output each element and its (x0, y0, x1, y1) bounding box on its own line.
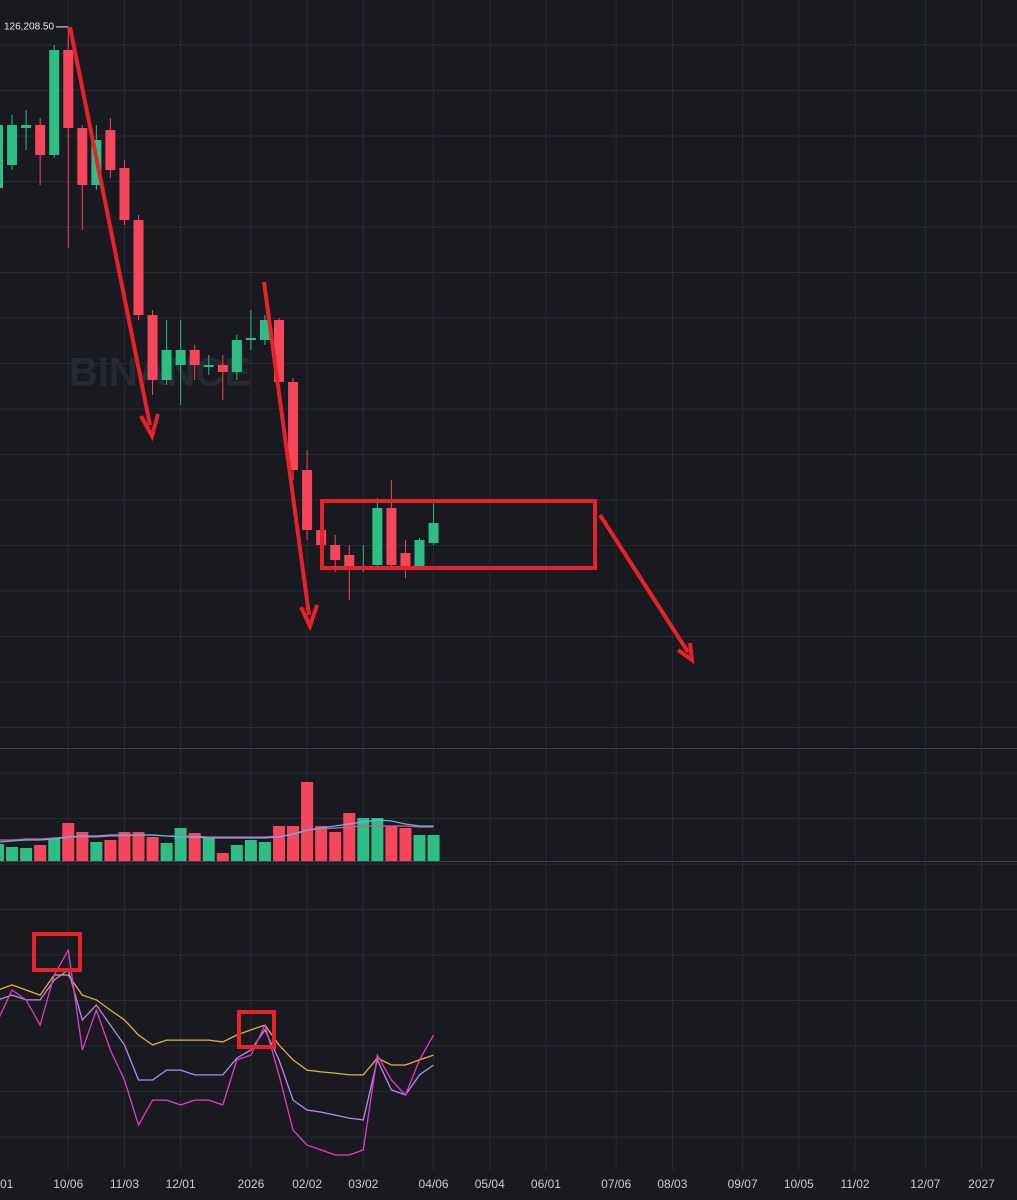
candle-body (161, 350, 172, 380)
arrowhead (139, 413, 160, 442)
volume-bar (202, 837, 215, 862)
highlight-box (32, 932, 82, 972)
x-tick-label: 11/02 (840, 1177, 869, 1191)
x-tick-label: 10/06 (53, 1177, 83, 1191)
candle-body (175, 350, 186, 365)
candle-body (428, 523, 439, 543)
highlight-box (237, 1010, 276, 1049)
volume-bar (301, 782, 314, 862)
candle-body (7, 125, 18, 165)
candle-body (77, 128, 88, 185)
volume-bar (48, 838, 61, 862)
range-box (320, 499, 597, 570)
arrow (598, 513, 690, 654)
volume-bar (20, 848, 33, 862)
volume-bar (104, 840, 117, 862)
x-tick-label: 05/04 (475, 1177, 505, 1191)
volume-bar (216, 853, 229, 862)
volume-bar (188, 833, 201, 862)
candle-body (0, 125, 3, 188)
volume-bar (90, 842, 103, 862)
candle-body (231, 340, 242, 372)
volume-bar (230, 845, 243, 862)
arrow (262, 281, 311, 616)
x-tick-label: 2026 (238, 1177, 265, 1191)
volume-bar (287, 826, 300, 862)
x-tick-label: 03/02 (348, 1177, 378, 1191)
candle-body (330, 545, 341, 560)
volume-bar (258, 842, 271, 862)
annotations (32, 26, 695, 1049)
indicator-line (0, 948, 435, 1156)
volume-bar (76, 832, 89, 862)
candle-body (119, 168, 130, 220)
volume-bar (6, 847, 19, 862)
x-tick-label: 07/06 (601, 1177, 631, 1191)
max-label: 126,208.50 (4, 22, 54, 33)
candle-body (245, 338, 256, 340)
candle-body (302, 470, 313, 530)
volume-bar (329, 832, 342, 862)
x-tick-label: 08/03 (657, 1177, 687, 1191)
volume-bar (357, 818, 370, 862)
candle-body (133, 220, 144, 315)
x-tick-label: 06/01 (531, 1177, 561, 1191)
candle-body (386, 508, 397, 565)
volume-bar (146, 837, 159, 862)
x-tick-label: 12/07 (910, 1177, 940, 1191)
volume-bar (413, 835, 426, 862)
x-tick-label: 02/02 (292, 1177, 322, 1191)
x-tick-label: 2027 (968, 1177, 995, 1191)
x-axis: 01 10/06 11/03 12/01 2026 02/02 03/02 04/06 05/0… (0, 1177, 995, 1191)
candle-body (400, 553, 411, 567)
candle-body (288, 382, 299, 470)
candle-body (189, 350, 200, 365)
x-tick-label: 12/01 (166, 1177, 196, 1191)
volume-ma-line (0, 819, 434, 843)
volume-bar (160, 843, 173, 862)
x-tick-label: 11/03 (110, 1177, 139, 1191)
candle-body (49, 50, 60, 155)
volume-bar (0, 844, 4, 862)
candle-body (105, 130, 116, 170)
volume-bar (132, 832, 145, 862)
candle-body (372, 508, 383, 565)
volume-bar (371, 818, 384, 862)
x-tick-label: 01 (0, 1177, 14, 1191)
candle-body (21, 125, 32, 128)
volume-bar (118, 832, 131, 862)
volume-bar (34, 845, 47, 862)
candle-body (217, 365, 228, 372)
candle-body (259, 320, 270, 340)
candle-body (63, 50, 74, 128)
volume-bar (343, 813, 356, 862)
volume-bar (244, 840, 257, 862)
watermark: BINANCE (69, 351, 251, 395)
candle-body (147, 315, 158, 380)
grid (0, 0, 1017, 1170)
volume-bar (427, 835, 440, 862)
candle-body (203, 365, 214, 367)
candle-body (35, 125, 46, 155)
arrowhead (299, 604, 319, 632)
volume-bar (62, 823, 75, 862)
volume-bar (315, 826, 328, 862)
volume-bar (399, 828, 412, 862)
volume-bar (174, 828, 187, 862)
x-tick-label: 04/06 (419, 1177, 449, 1191)
volume-bar (385, 826, 398, 862)
candle-body (414, 540, 425, 566)
candle-body (344, 555, 355, 570)
arrowhead (676, 642, 695, 665)
candle-body (274, 320, 284, 382)
arrow (68, 26, 152, 426)
volume-bar (273, 826, 285, 862)
x-tick-label: 10/05 (784, 1177, 814, 1191)
x-tick-label: 09/07 (728, 1177, 758, 1191)
indicator-line (0, 968, 434, 1121)
